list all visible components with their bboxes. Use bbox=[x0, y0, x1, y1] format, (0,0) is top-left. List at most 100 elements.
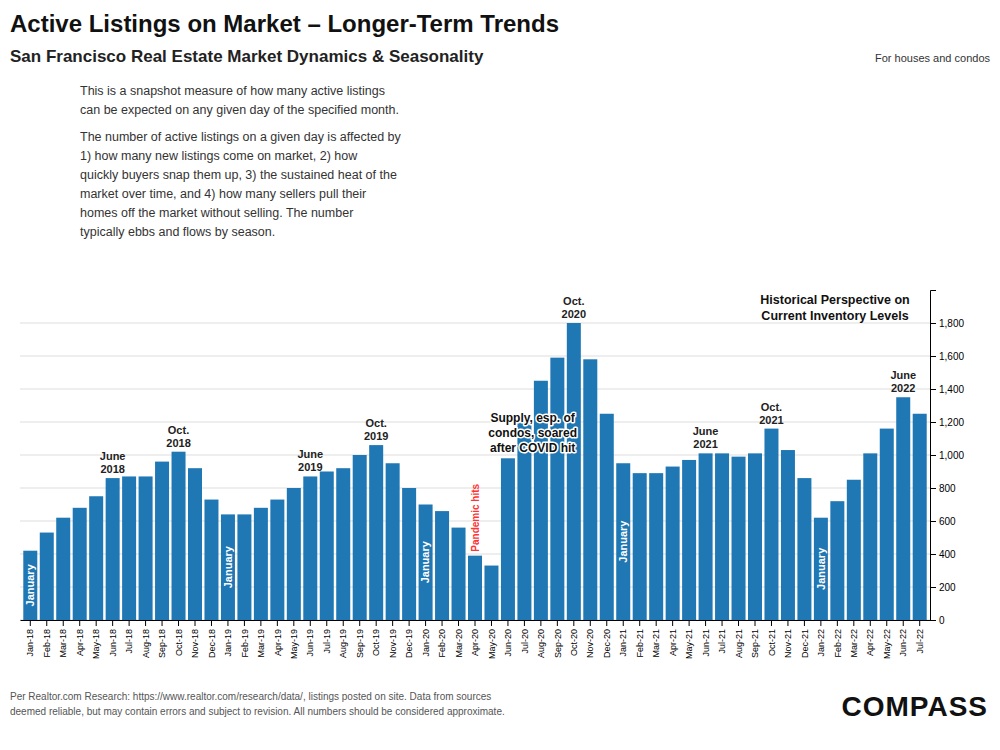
x-tick-label: Jul-19 bbox=[322, 629, 332, 654]
x-tick-label: Aug-19 bbox=[338, 629, 348, 658]
x-tick-label: Nov-21 bbox=[783, 629, 793, 658]
x-tick-mark bbox=[30, 620, 31, 626]
x-tick-mark bbox=[409, 620, 410, 626]
y-tick-label: 400 bbox=[939, 549, 956, 560]
x-tick: Jul-20 bbox=[520, 620, 530, 654]
y-tick-label: 200 bbox=[939, 582, 956, 593]
x-tick-mark bbox=[376, 620, 377, 626]
peak-label-line: 2020 bbox=[562, 308, 586, 320]
peak-label: Oct.2020 bbox=[562, 295, 586, 320]
x-tick-label: Mar-21 bbox=[651, 629, 661, 658]
y-tick-mark bbox=[930, 587, 936, 588]
x-tick-mark bbox=[573, 620, 574, 626]
y-tick-mark bbox=[930, 389, 936, 390]
x-tick-mark bbox=[639, 620, 640, 626]
x-tick: Dec-21 bbox=[800, 620, 810, 658]
x-tick: Nov-19 bbox=[388, 620, 398, 658]
x-tick-label: Apr-20 bbox=[470, 629, 480, 656]
x-tick: May-20 bbox=[487, 620, 497, 659]
x-tick-mark bbox=[211, 620, 212, 626]
x-tick-label: Feb-21 bbox=[635, 629, 645, 658]
bar bbox=[353, 455, 367, 620]
x-tick: Jan-19 bbox=[223, 620, 233, 657]
bar bbox=[23, 551, 37, 620]
x-tick-mark bbox=[343, 620, 344, 626]
peak-label: June2019 bbox=[297, 448, 323, 473]
x-tick-label: Sep-18 bbox=[157, 629, 167, 658]
x-tick-mark bbox=[293, 620, 294, 626]
x-tick-mark bbox=[63, 620, 64, 626]
x-tick: Jul-18 bbox=[124, 620, 134, 654]
peak-label-line: 2021 bbox=[759, 414, 783, 426]
x-tick: Nov-18 bbox=[190, 620, 200, 658]
x-tick-label: Nov-19 bbox=[388, 629, 398, 658]
x-tick: Jun-18 bbox=[108, 620, 118, 657]
x-tick-label: Oct-19 bbox=[371, 629, 381, 656]
x-tick-label: Jun-22 bbox=[898, 629, 908, 657]
x-tick-label: Oct-18 bbox=[174, 629, 184, 656]
x-tick: Mar-22 bbox=[849, 620, 859, 658]
grid bbox=[20, 323, 930, 620]
x-tick-label: Jun-21 bbox=[701, 629, 711, 657]
x-tick-label: Jun-18 bbox=[108, 629, 118, 657]
peak-label: Oct.2021 bbox=[759, 401, 783, 426]
x-tick-mark bbox=[820, 620, 821, 626]
description: This is a snapshot measure of how many a… bbox=[80, 84, 402, 239]
x-tick: Sep-18 bbox=[157, 620, 167, 658]
description-line: The number of active listings on a given… bbox=[80, 130, 402, 144]
inside-label: January bbox=[419, 540, 431, 583]
x-tick: Sep-20 bbox=[553, 620, 563, 658]
x-tick-label: Mar-22 bbox=[849, 629, 859, 658]
footnote-line: Per Realtor.com Research: https://www.re… bbox=[10, 691, 491, 702]
x-tick: Oct-21 bbox=[767, 620, 777, 656]
x-tick: Jul-21 bbox=[717, 620, 727, 654]
x-tick: Jan-20 bbox=[421, 620, 431, 657]
bar bbox=[501, 458, 515, 620]
x-tick-label: Apr-18 bbox=[75, 629, 85, 656]
y-tick-label: 1,800 bbox=[939, 318, 964, 329]
bar bbox=[452, 528, 466, 620]
grid-line bbox=[20, 422, 930, 423]
bar bbox=[254, 508, 268, 620]
x-tick: Jun-21 bbox=[701, 620, 711, 657]
bar bbox=[896, 397, 910, 620]
x-tick-label: Nov-20 bbox=[585, 629, 595, 658]
bar bbox=[567, 323, 581, 620]
x-tick-label: Jul-22 bbox=[915, 629, 925, 654]
x-tick-label: Jan-22 bbox=[816, 629, 826, 657]
x-tick-mark bbox=[903, 620, 904, 626]
x-tick: May-19 bbox=[289, 620, 299, 659]
bar bbox=[386, 463, 400, 620]
peak-label-line: June bbox=[693, 425, 719, 437]
y-tick: 1,000 bbox=[930, 450, 964, 461]
x-axis: Jan-18Feb-18Mar-18Apr-18May-18Jun-18Jul-… bbox=[21, 620, 931, 659]
x-tick-label: Apr-21 bbox=[668, 629, 678, 656]
x-tick: Feb-20 bbox=[437, 620, 447, 658]
bar bbox=[204, 500, 218, 620]
x-tick: Jan-22 bbox=[816, 620, 826, 657]
peak-label-line: June bbox=[100, 450, 126, 462]
x-tick-label: May-20 bbox=[487, 629, 497, 659]
peak-label-line: 2019 bbox=[364, 430, 388, 442]
y-tick: 1,200 bbox=[930, 417, 964, 428]
bar bbox=[616, 463, 630, 620]
x-tick-label: Aug-20 bbox=[536, 629, 546, 658]
x-tick-mark bbox=[244, 620, 245, 626]
y-tick-mark bbox=[930, 554, 936, 555]
y-tick: 800 bbox=[930, 483, 956, 494]
x-tick-mark bbox=[392, 620, 393, 626]
x-tick-label: Feb-18 bbox=[42, 629, 52, 658]
bar bbox=[221, 514, 235, 620]
grid-line bbox=[20, 356, 930, 357]
peak-label: June2021 bbox=[693, 425, 719, 450]
peak-label: June2022 bbox=[890, 369, 916, 394]
chart: Active Listings on Market – Longer-Term … bbox=[0, 0, 1000, 750]
bar bbox=[336, 468, 350, 620]
bar bbox=[682, 460, 696, 620]
x-tick-label: Sep-19 bbox=[355, 629, 365, 658]
x-tick: Dec-19 bbox=[404, 620, 414, 658]
description-line: typically ebbs and flows by season. bbox=[80, 225, 275, 239]
supply-annotation-line: after COVID hit bbox=[490, 441, 575, 455]
peak-label-line: 2018 bbox=[166, 437, 190, 449]
x-tick: Dec-20 bbox=[602, 620, 612, 658]
